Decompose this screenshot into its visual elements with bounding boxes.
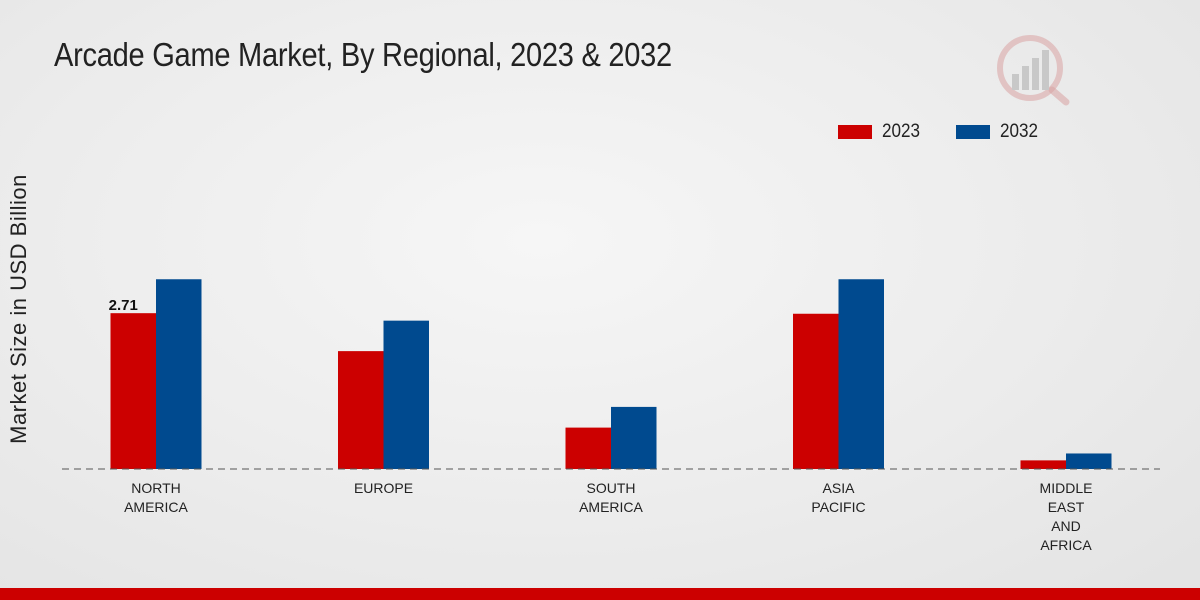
bar-2032-4 [1066,453,1112,469]
bar-2023-3 [793,313,839,469]
x-tick-label-0: NORTH AMERICA [124,480,188,515]
x-tick-label-line: AND [1051,518,1081,534]
x-tick-label-line: NORTH [131,480,181,496]
x-tick-label-line: PACIFIC [811,499,865,515]
x-tick-label-line: AMERICA [579,499,643,515]
bar-2032-2 [611,406,657,469]
x-tick-label-line: ASIA [823,480,856,496]
legend-item-2032: 2032 [956,121,1042,143]
bar-2032-1 [383,320,429,469]
legend-label-2032: 2032 [1000,121,1039,142]
x-tick-label-2: SOUTH AMERICA [579,480,643,515]
legend-swatch-2023 [838,125,872,139]
data-label-0: 2.71 [109,297,138,314]
x-tick-label-line: SOUTH [587,480,636,496]
x-tick-label-1: EUROPE [354,480,413,496]
x-tick-label-line: EAST [1048,499,1085,515]
bar-2023-4 [1020,460,1066,469]
x-tick-label-4: MIDDLE EAST AND AFRICA [1040,480,1093,553]
x-tick-label-line: MIDDLE [1040,480,1093,496]
chart-title: Arcade Game Market, By Regional, 2023 & … [54,36,672,73]
x-tick-label-line: AMERICA [124,499,188,515]
bar-2032-0 [156,279,202,469]
bar-2023-1 [338,351,384,469]
bar-2032-3 [838,279,884,469]
x-tick-label-line: AFRICA [1040,537,1092,553]
legend-label-2023: 2023 [882,121,921,142]
legend-item-2023: 2023 [838,121,924,143]
bottom-accent-bar [0,588,1200,600]
bar-2023-0 [110,313,156,469]
legend-swatch-2032 [956,125,990,139]
x-tick-label-line: EUROPE [354,480,413,496]
x-tick-label-3: ASIA PACIFIC [811,480,865,515]
brand-logo-icon [994,30,1074,110]
bar-2023-2 [565,427,611,469]
